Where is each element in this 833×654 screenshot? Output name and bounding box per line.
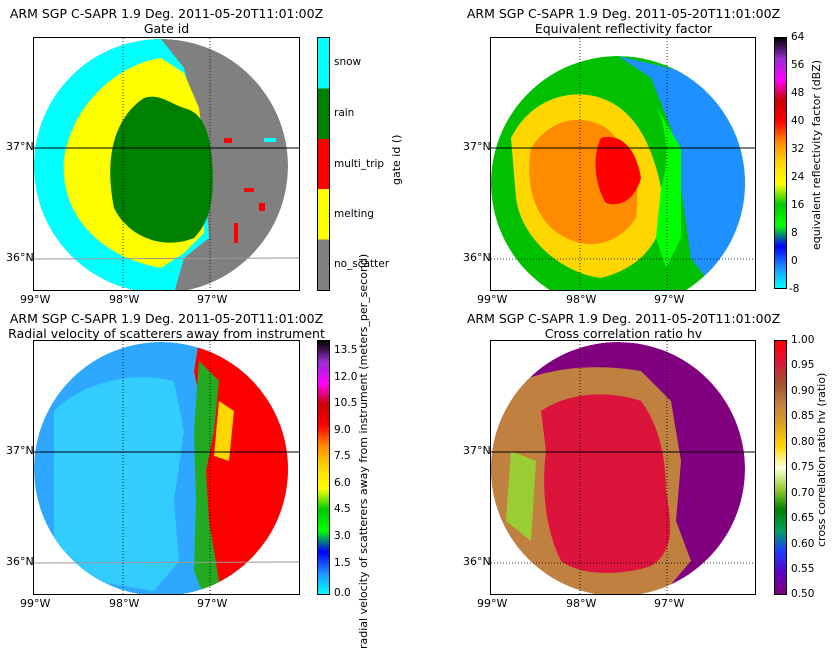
colorbar-tick: 16 <box>791 199 804 211</box>
colorbar-tick: 56 <box>791 59 804 71</box>
colorbar-cross-correlation <box>774 340 787 595</box>
colorbar-tick: 10.5 <box>334 397 357 409</box>
lon-tick: 97°W <box>654 293 684 306</box>
colorbar-tick: 6.0 <box>334 477 351 489</box>
colorbar-tick: 0 <box>791 255 798 267</box>
colorbar-tick: 0.95 <box>791 359 814 371</box>
colorbar-label: cross correlation ratio hv (ratio) <box>815 373 828 547</box>
lat-tick: 36°N <box>6 555 34 568</box>
lon-tick: 97°W <box>197 597 227 610</box>
colorbar-tick: -8 <box>789 283 799 295</box>
colorbar-gate-id <box>317 37 330 291</box>
colorbar-label: radial velocity of scatterers away from … <box>357 254 370 649</box>
panel-title-line2: Gate id <box>0 21 333 36</box>
colorbar-tick: 24 <box>791 171 804 183</box>
panel-title-line1: ARM SGP C-SAPR 1.9 Deg. 2011-05-20T11:01… <box>0 6 333 21</box>
lon-tick: 99°W <box>20 293 50 306</box>
colorbar-tick: 4.5 <box>334 503 351 515</box>
lat-tick: 37°N <box>6 140 34 153</box>
radar-map-cross-correlation <box>490 340 756 595</box>
colorbar-tick: 40 <box>791 115 804 127</box>
lon-tick: 99°W <box>477 597 507 610</box>
colorbar-tick: 48 <box>791 87 804 99</box>
lat-tick: 37°N <box>463 140 491 153</box>
panel-title: ARM SGP C-SAPR 1.9 Deg. 2011-05-20T11:01… <box>0 311 333 341</box>
panel-title-line1: ARM SGP C-SAPR 1.9 Deg. 2011-05-20T11:01… <box>457 6 790 21</box>
colorbar-tick: 0.80 <box>791 436 814 448</box>
panel-title: ARM SGP C-SAPR 1.9 Deg. 2011-05-20T11:01… <box>457 311 790 341</box>
lon-tick: 98°W <box>566 597 596 610</box>
colorbar-tick: 0.75 <box>791 461 814 473</box>
lon-tick: 99°W <box>20 597 50 610</box>
panel-title-line2: Cross correlation ratio hv <box>457 326 790 341</box>
colorbar-tick: multi_trip <box>334 158 384 170</box>
colorbar-tick: snow <box>334 56 361 68</box>
lat-tick: 36°N <box>6 251 34 264</box>
colorbar-velocity <box>317 340 330 595</box>
colorbar-label: equivalent reflectivity factor (dBZ) <box>810 60 823 250</box>
colorbar-reflectivity <box>774 37 787 289</box>
colorbar-tick: 9.0 <box>334 424 351 436</box>
colorbar-tick: melting <box>334 208 374 220</box>
colorbar-tick: 12.0 <box>334 371 357 383</box>
colorbar-tick: 0.50 <box>791 588 814 600</box>
lon-tick: 99°W <box>477 293 507 306</box>
colorbar-tick: 0.90 <box>791 385 814 397</box>
lat-tick: 36°N <box>463 555 491 568</box>
colorbar-tick: 0.55 <box>791 563 814 575</box>
radar-map-velocity <box>33 340 300 595</box>
lat-tick: 37°N <box>463 444 491 457</box>
lon-tick: 97°W <box>654 597 684 610</box>
colorbar-tick: 7.5 <box>334 450 351 462</box>
colorbar-tick: 0.85 <box>791 410 814 422</box>
panel-title: ARM SGP C-SAPR 1.9 Deg. 2011-05-20T11:01… <box>457 6 790 36</box>
colorbar-tick: 1.5 <box>334 557 351 569</box>
lon-tick: 98°W <box>109 597 139 610</box>
panel-title-line2: Radial velocity of scatterers away from … <box>0 326 333 341</box>
lon-tick: 98°W <box>566 293 596 306</box>
panel-title: ARM SGP C-SAPR 1.9 Deg. 2011-05-20T11:01… <box>0 6 333 36</box>
lon-tick: 97°W <box>197 293 227 306</box>
panel-title-line1: ARM SGP C-SAPR 1.9 Deg. 2011-05-20T11:01… <box>0 311 333 326</box>
colorbar-tick: 32 <box>791 143 804 155</box>
colorbar-label: gate id () <box>390 135 403 185</box>
lon-tick: 98°W <box>109 293 139 306</box>
radar-map-gate-id <box>33 37 300 291</box>
colorbar-tick: 8 <box>791 227 798 239</box>
colorbar-tick: 1.00 <box>791 334 814 346</box>
colorbar-tick: 0.60 <box>791 538 814 550</box>
panel-title-line1: ARM SGP C-SAPR 1.9 Deg. 2011-05-20T11:01… <box>457 311 790 326</box>
radar-map-reflectivity <box>490 37 756 291</box>
colorbar-tick: rain <box>334 107 354 119</box>
panel-title-line2: Equivalent reflectivity factor <box>457 21 790 36</box>
colorbar-tick: 0.0 <box>334 587 351 599</box>
colorbar-tick: 3.0 <box>334 530 351 542</box>
lat-tick: 36°N <box>463 251 491 264</box>
colorbar-tick: 13.5 <box>334 344 357 356</box>
colorbar-tick: 0.65 <box>791 512 814 524</box>
colorbar-tick: 0.70 <box>791 487 814 499</box>
colorbar-tick: 64 <box>791 31 804 43</box>
lat-tick: 37°N <box>6 444 34 457</box>
